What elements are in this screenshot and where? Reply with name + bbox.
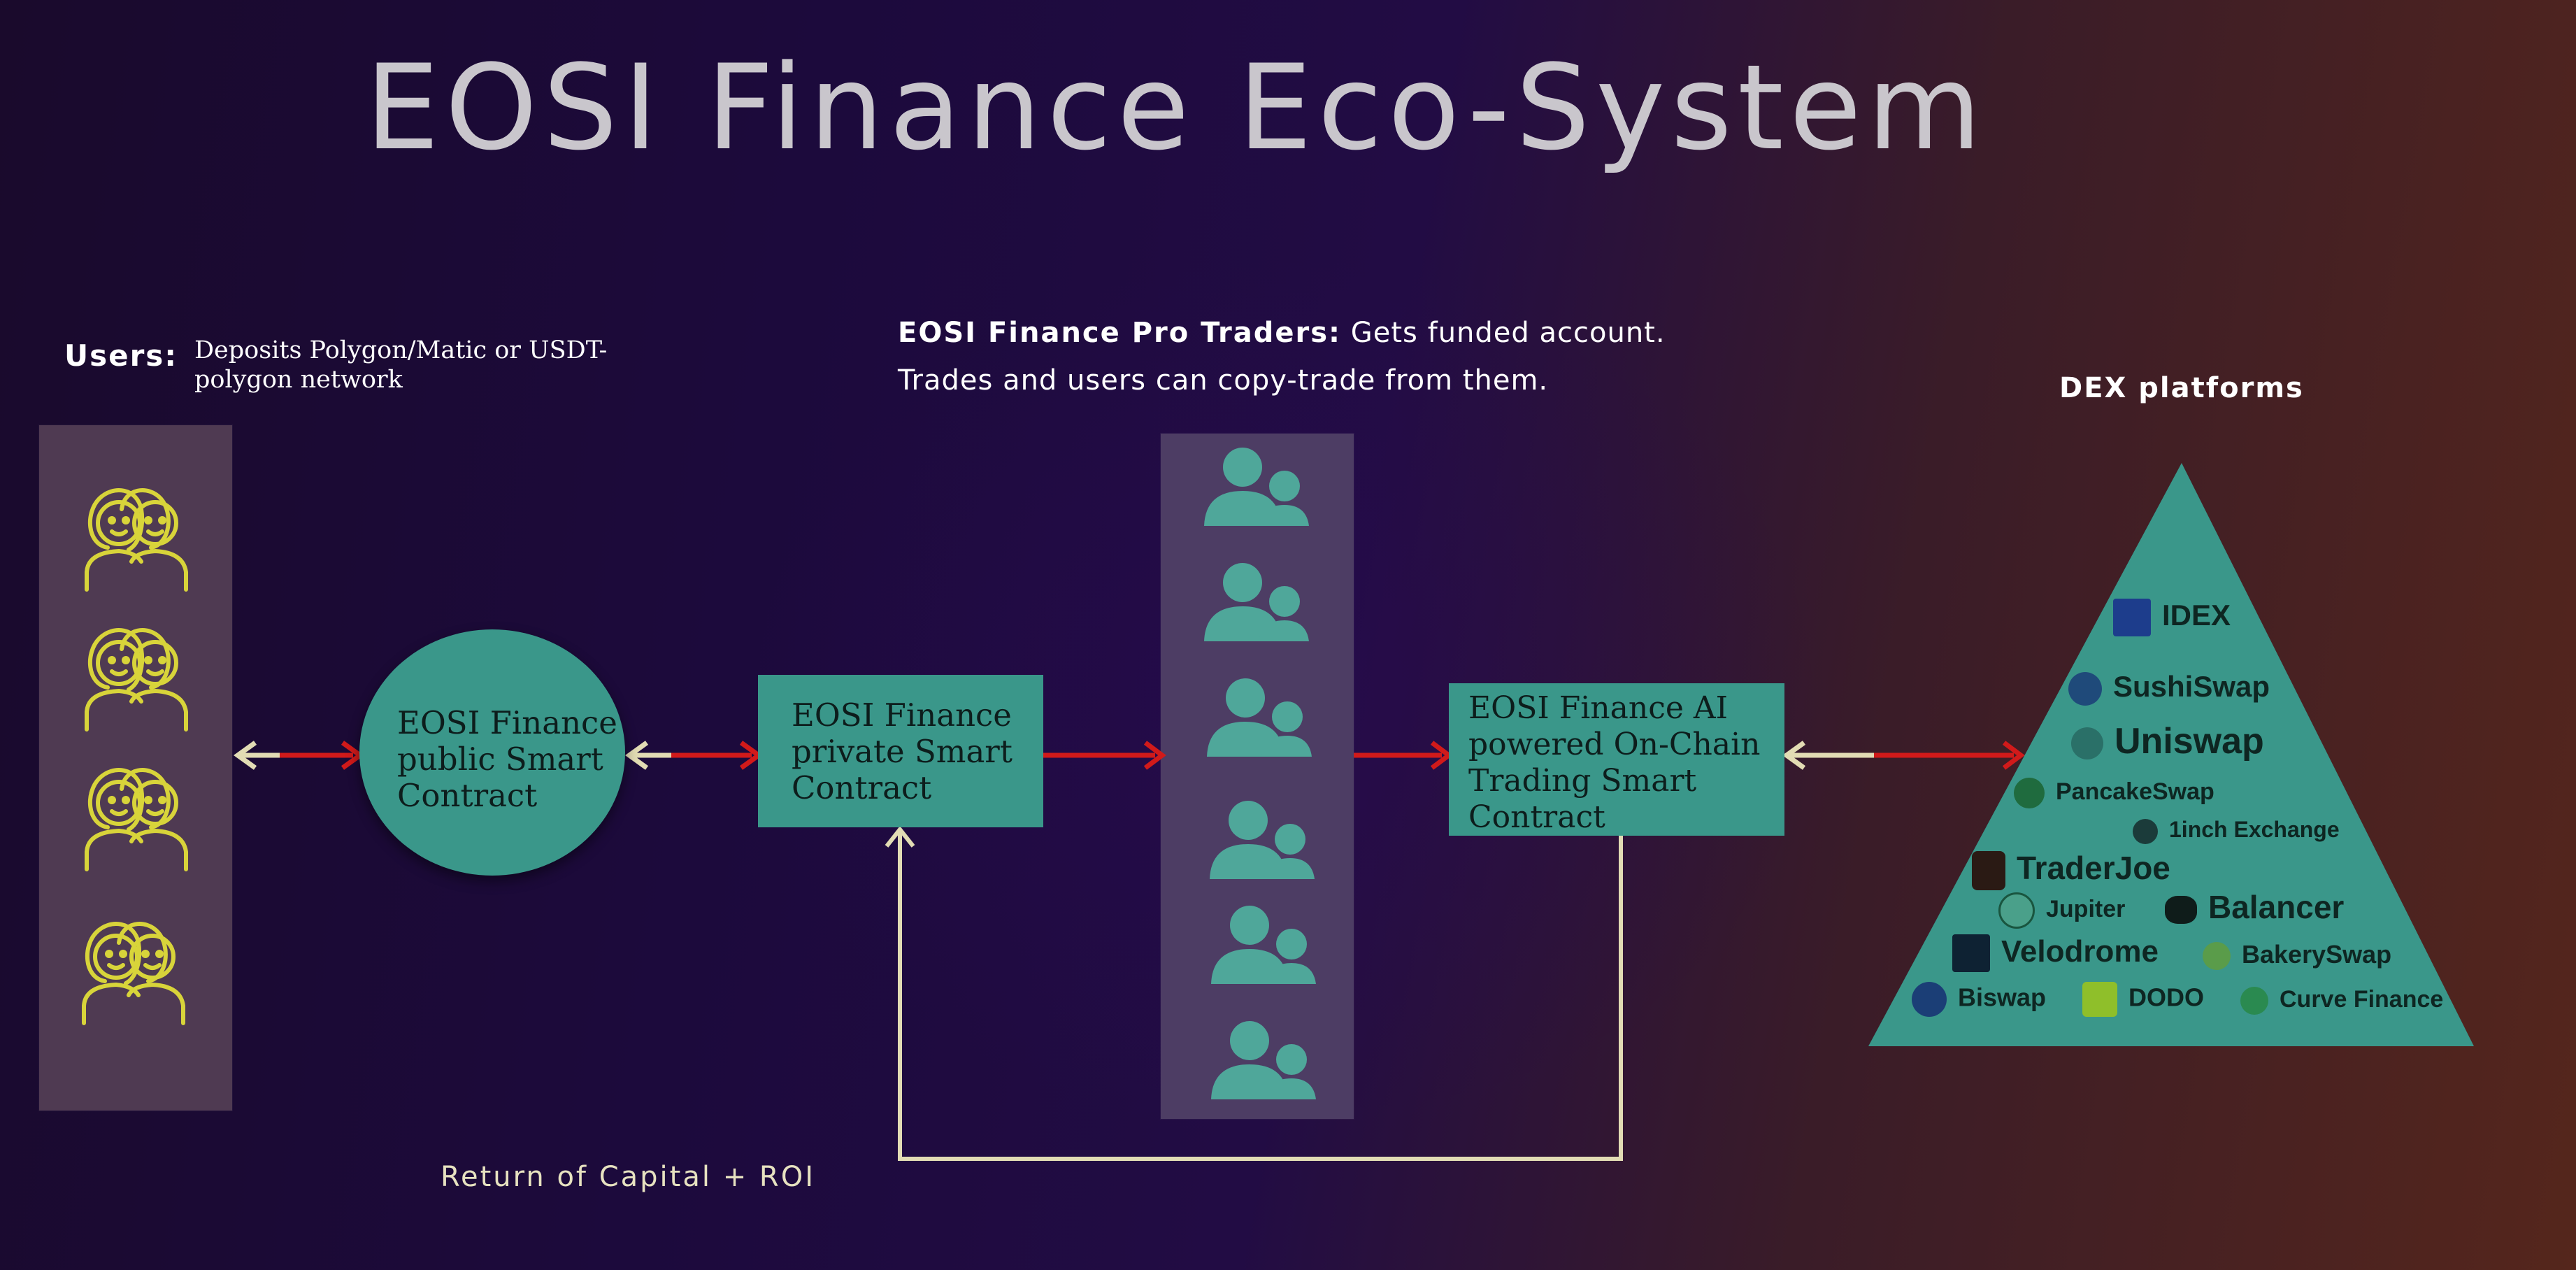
traders-column <box>1161 434 1354 1119</box>
dex-name: DODO <box>2128 983 2204 1012</box>
page-title: EOSI Finance Eco-System <box>365 39 1987 176</box>
dex-item: PancakeSwap <box>2014 778 2214 808</box>
dex-item: BakerySwap <box>2203 940 2392 971</box>
dex-item: Curve Finance <box>2240 986 2443 1015</box>
uniswap-icon <box>2071 727 2103 760</box>
dex-item: DODO <box>2082 982 2204 1017</box>
public-smart-contract-node: EOSI Finance public Smart Contract <box>359 629 625 876</box>
traderjoe-icon <box>1972 850 2005 890</box>
idex-icon <box>2113 599 2151 636</box>
users-label: Users: <box>64 338 178 373</box>
arrow-public-private <box>625 741 763 770</box>
dex-item: Velodrome <box>1952 934 2159 973</box>
bakeryswap-icon <box>2203 942 2231 971</box>
users-description: Deposits Polygon/Matic or USDT-polygon n… <box>194 336 608 394</box>
pro-traders-line1: Gets funded account. <box>1350 317 1666 349</box>
arrow-traders-ai <box>1354 741 1453 770</box>
dodo-icon <box>2082 982 2117 1017</box>
dex-item: Biswap <box>1912 982 2046 1017</box>
dex-platforms-label: DEX platforms <box>2059 372 2304 404</box>
dex-item: SushiSwap <box>2068 670 2270 706</box>
users-column <box>39 425 232 1111</box>
dex-item: TraderJoe <box>1972 849 2170 890</box>
velodrome-icon <box>1952 934 1990 973</box>
jupiter-icon <box>1998 892 2035 929</box>
sushiswap-icon <box>2068 671 2102 706</box>
biswap-icon <box>1912 982 1947 1017</box>
dex-item: Uniswap <box>2071 720 2264 762</box>
private-smart-contract-node: EOSI Finance private Smart Contract <box>758 675 1043 827</box>
pro-traders-label: EOSI Finance Pro Traders: <box>898 317 1342 349</box>
arrow-users-public <box>234 741 364 770</box>
ai-trading-smart-contract-node: EOSI Finance AI powered On-Chain Trading… <box>1449 683 1784 836</box>
dex-item: Jupiter <box>1998 892 2125 929</box>
dex-name: Uniswap <box>2115 721 2264 762</box>
dex-name: Velodrome <box>2001 934 2159 969</box>
dex-name: 1inch Exchange <box>2169 817 2340 842</box>
dex-name: IDEX <box>2162 599 2231 632</box>
return-of-capital-label: Return of Capital + ROI <box>441 1161 815 1193</box>
balancer-icon <box>2165 895 2197 924</box>
dex-name: Jupiter <box>2046 895 2126 922</box>
curve-finance-icon <box>2240 987 2268 1015</box>
dex-name: Curve Finance <box>2280 986 2444 1013</box>
dex-name: TraderJoe <box>2017 850 2170 886</box>
dex-name: BakerySwap <box>2242 940 2392 969</box>
dex-item: 1inch Exchange <box>2133 817 2340 844</box>
arrow-ai-dex <box>1782 741 2025 770</box>
dex-name: Biswap <box>1958 983 2047 1012</box>
1inch-icon <box>2133 818 2158 844</box>
dex-name: SushiSwap <box>2113 670 2270 703</box>
return-loop-arrow <box>885 826 1623 1161</box>
dex-name: Balancer <box>2208 889 2345 925</box>
pancakeswap-icon <box>2014 778 2045 808</box>
pro-traders-line2: Trades and users can copy-trade from the… <box>898 364 1549 397</box>
dex-item: Balancer <box>2165 888 2344 926</box>
dex-name: PancakeSwap <box>2056 778 2214 805</box>
dex-item: IDEX <box>2113 599 2231 636</box>
pro-traders-description: EOSI Finance Pro Traders: Gets funded ac… <box>898 309 1807 404</box>
arrow-private-traders <box>1043 741 1166 770</box>
